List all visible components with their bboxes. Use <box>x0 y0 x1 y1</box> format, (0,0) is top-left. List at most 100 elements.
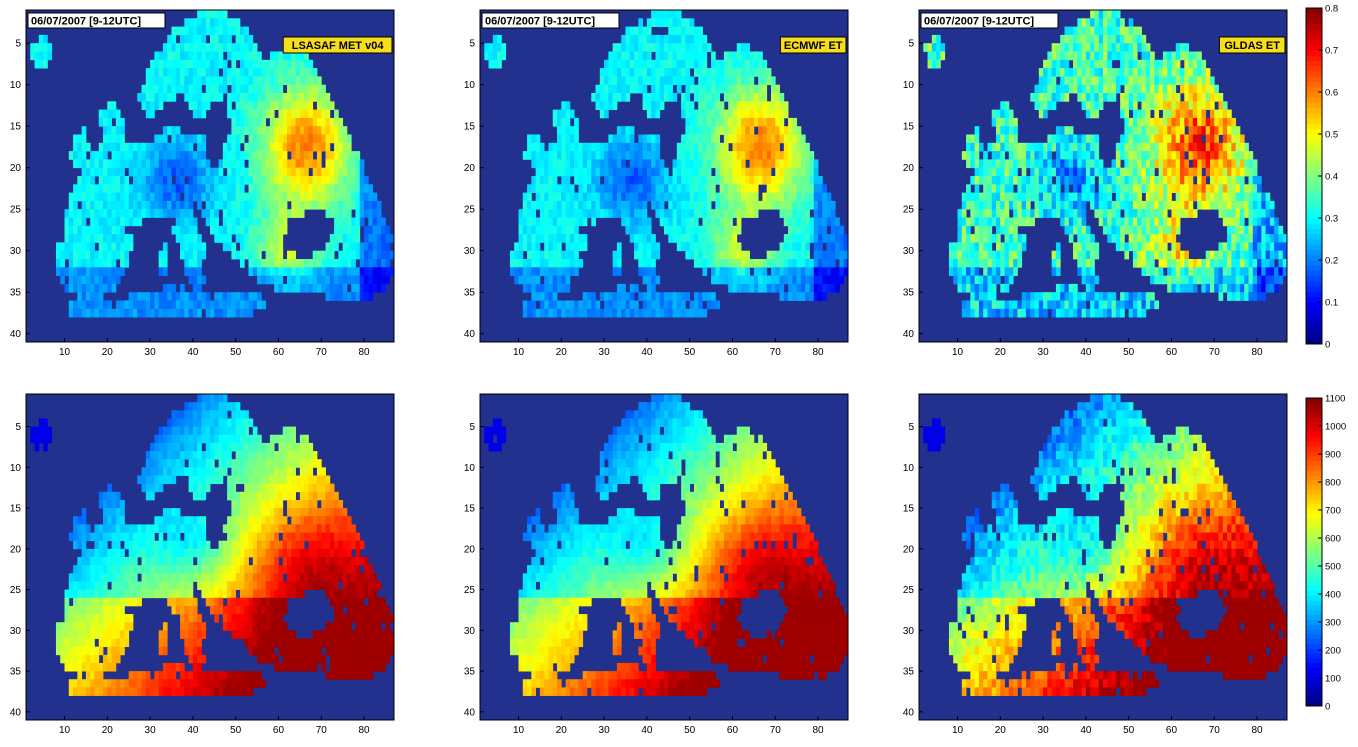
heatmap-cell <box>330 209 335 218</box>
heatmap-cell <box>1159 159 1164 168</box>
heatmap-cell <box>1171 259 1176 268</box>
heatmap-cell <box>1099 35 1104 44</box>
heatmap-cell <box>962 226 967 235</box>
heatmap-cell <box>73 259 78 268</box>
heatmap-cell <box>1193 184 1198 193</box>
heatmap-cell <box>1086 52 1091 61</box>
heatmap-cell <box>1052 259 1057 268</box>
heatmap-cell <box>745 52 750 61</box>
heatmap-cell <box>1129 76 1134 85</box>
heatmap-cell <box>240 93 245 102</box>
heatmap-cell <box>827 193 832 202</box>
heatmap-cell <box>1112 201 1117 210</box>
heatmap-cell <box>839 276 844 285</box>
heatmap-cell <box>754 168 759 177</box>
heatmap-cell <box>150 193 155 202</box>
heatmap-cell <box>591 292 596 301</box>
heatmap-cell <box>497 43 502 52</box>
heatmap-cell <box>189 309 194 318</box>
heatmap-cell <box>519 251 524 260</box>
heatmap-cell <box>1137 184 1142 193</box>
heatmap-cell <box>737 135 742 144</box>
heatmap-cell <box>107 193 112 202</box>
heatmap-cell <box>1137 242 1142 251</box>
heatmap-cell <box>1167 159 1172 168</box>
heatmap-cell <box>1146 259 1151 268</box>
heatmap-cell <box>253 259 258 268</box>
heatmap-cell <box>1201 118 1206 127</box>
heatmap-cell <box>240 176 245 185</box>
heatmap-cell <box>1197 101 1202 110</box>
heatmap-cell <box>698 259 703 268</box>
heatmap-cell <box>355 276 360 285</box>
heatmap-cell <box>557 267 562 276</box>
heatmap-cell <box>720 201 725 210</box>
heatmap-cell <box>1236 209 1241 218</box>
heatmap-cell <box>970 135 975 144</box>
heatmap-cell <box>334 118 339 127</box>
heatmap-cell <box>73 234 78 243</box>
heatmap-cell <box>240 101 245 110</box>
heatmap-cell <box>987 193 992 202</box>
heatmap-cell <box>274 284 279 293</box>
heatmap-cell <box>1116 234 1121 243</box>
heatmap-cell <box>685 226 690 235</box>
heatmap-cell <box>745 151 750 160</box>
heatmap-cell <box>660 159 665 168</box>
heatmap-cell <box>962 151 967 160</box>
heatmap-cell <box>574 309 579 318</box>
heatmap-cell <box>1171 251 1176 260</box>
heatmap-cell <box>236 85 241 94</box>
heatmap-cell <box>1163 126 1168 135</box>
heatmap-cell <box>360 176 365 185</box>
heatmap-cell <box>1077 259 1082 268</box>
heatmap-cell <box>1000 135 1005 144</box>
heatmap-cell <box>703 68 708 77</box>
heatmap-cell <box>1107 234 1112 243</box>
heatmap-cell <box>987 251 992 260</box>
heatmap-cell <box>720 168 725 177</box>
heatmap-cell <box>1201 201 1206 210</box>
heatmap-cell <box>754 193 759 202</box>
heatmap-cell <box>278 168 283 177</box>
heatmap-cell <box>219 27 224 36</box>
heatmap-cell <box>330 184 335 193</box>
heatmap-cell <box>1227 143 1232 152</box>
heatmap-cell <box>728 101 733 110</box>
heatmap-cell <box>116 184 121 193</box>
heatmap-cell <box>283 143 288 152</box>
heatmap-cell <box>244 76 249 85</box>
heatmap-cell <box>668 68 673 77</box>
heatmap-cell <box>553 242 558 251</box>
heatmap-cell <box>801 168 806 177</box>
heatmap-cell <box>308 85 313 94</box>
heatmap-cell <box>715 209 720 218</box>
heatmap-cell <box>643 60 648 69</box>
heatmap-cell <box>531 309 536 318</box>
heatmap-cell <box>758 76 763 85</box>
heatmap-cell <box>1261 276 1266 285</box>
heatmap-cell <box>673 292 678 301</box>
heatmap-cell <box>351 284 356 293</box>
heatmap-cell <box>707 176 712 185</box>
heatmap-cell <box>1026 184 1031 193</box>
heatmap-cell <box>677 292 682 301</box>
heatmap-cell <box>1030 193 1035 202</box>
heatmap-cell <box>1009 151 1014 160</box>
heatmap-cell <box>996 184 1001 193</box>
heatmap-cell <box>1112 168 1117 177</box>
heatmap-cell <box>1124 193 1129 202</box>
heatmap-cell <box>737 168 742 177</box>
heatmap-cell <box>557 193 562 202</box>
heatmap-cell <box>287 93 292 102</box>
heatmap-cell <box>266 151 271 160</box>
heatmap-cell <box>1206 284 1211 293</box>
heatmap-cell <box>574 251 579 260</box>
heatmap-cell <box>707 110 712 119</box>
heatmap-cell <box>604 159 609 168</box>
heatmap-cell <box>720 101 725 110</box>
heatmap-cell <box>604 309 609 318</box>
heatmap-cell <box>694 201 699 210</box>
heatmap-cell <box>120 176 125 185</box>
heatmap-cell <box>116 234 121 243</box>
